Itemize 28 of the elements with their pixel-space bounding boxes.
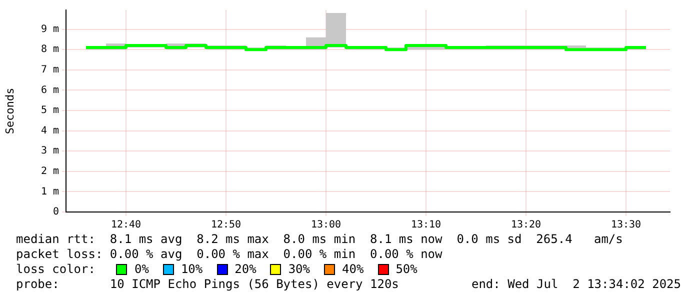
y-tick-label: 9 m bbox=[40, 24, 59, 35]
y-tick-label: 1 m bbox=[40, 186, 59, 198]
y-tick-label: 2 m bbox=[40, 166, 59, 177]
x-tick-label: 13:00 bbox=[310, 220, 342, 231]
y-tick-label: 5 m bbox=[40, 105, 59, 116]
y-tick-label: 0 bbox=[52, 206, 59, 218]
x-tick-label: 12:40 bbox=[110, 220, 142, 231]
text: 40% bbox=[342, 262, 364, 277]
y-tick-label: 4 m bbox=[40, 125, 59, 136]
text: 50% bbox=[396, 262, 418, 277]
y-tick-label: 7 m bbox=[40, 64, 59, 76]
text: end: Wed Jul 2 13:34:02 2025 bbox=[471, 277, 681, 292]
y-tick-label: 8 m bbox=[40, 44, 59, 56]
text: 30% bbox=[288, 262, 310, 277]
x-tick-label: 13:20 bbox=[510, 220, 542, 231]
text: packet loss: 0.00 % avg 0.00 % max 0.00 % min 0.00 % now bbox=[16, 247, 444, 262]
text: probe: 10 ICMP Echo Pings (56 Bytes) every 120s bbox=[16, 277, 399, 292]
x-tick-label: 13:30 bbox=[610, 220, 642, 231]
y-tick-label: 3 m bbox=[40, 146, 59, 157]
text: 20% bbox=[234, 262, 256, 277]
text: 0% bbox=[134, 262, 149, 277]
text: loss color: bbox=[16, 262, 96, 277]
x-tick-label: 12:50 bbox=[210, 220, 242, 231]
text: 10% bbox=[180, 262, 203, 277]
y-tick-label: 6 m bbox=[40, 84, 59, 96]
y-axis-title: Seconds bbox=[3, 88, 16, 134]
x-tick-label: 13:10 bbox=[410, 220, 442, 231]
text: median rtt: 8.1 ms avg 8.2 ms max 8.0 ms min 8.1 ms now 0.0 ms sd 265.4 am/s bbox=[16, 232, 624, 247]
